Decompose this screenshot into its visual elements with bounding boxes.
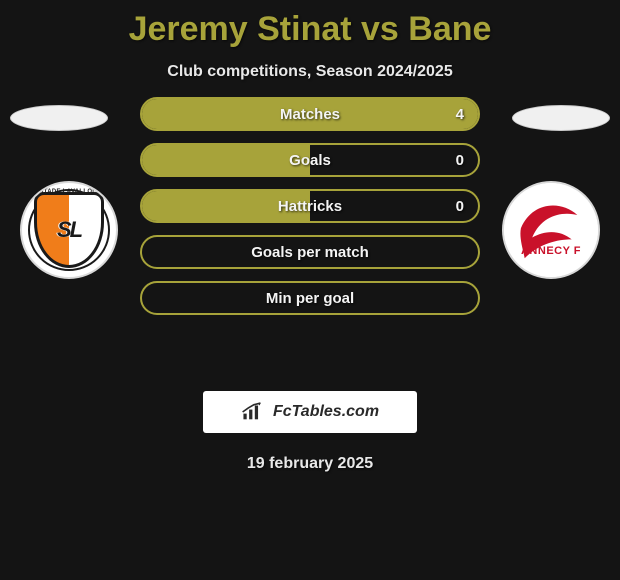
stat-label: Goals [289, 152, 331, 169]
stat-bar: Goals 0 [140, 143, 480, 177]
annecy-crest-icon: ANNECY F [504, 183, 598, 277]
annecy-crest-text: ANNECY F [504, 245, 598, 257]
fctables-badge[interactable]: FcTables.com [203, 391, 417, 433]
comparison-stage: STADE LAVALLOIS SL ANNECY F Matches 4 Goal… [0, 109, 620, 369]
stat-bar: Matches 4 [140, 97, 480, 131]
bar-chart-icon [241, 402, 267, 422]
stade-lavallois-crest-icon: STADE LAVALLOIS SL [22, 183, 116, 277]
stat-label: Min per goal [266, 290, 354, 307]
stat-label: Goals per match [251, 244, 369, 261]
stat-bar: Goals per match [140, 235, 480, 269]
right-club-crest: ANNECY F [502, 181, 600, 279]
stat-value: 4 [456, 106, 464, 123]
fctables-text: FcTables.com [273, 403, 379, 421]
left-flag-ellipse [10, 105, 108, 131]
subtitle: Club competitions, Season 2024/2025 [0, 63, 620, 81]
stat-bar: Min per goal [140, 281, 480, 315]
stat-bars: Matches 4 Goals 0 Hattricks 0 Goals per match M… [140, 97, 480, 315]
stat-bar: Hattricks 0 [140, 189, 480, 223]
stat-label: Matches [280, 106, 340, 123]
stat-bar-fill [142, 145, 310, 175]
date-text: 19 february 2025 [0, 455, 620, 473]
crest-sl-text: SL [57, 217, 81, 243]
stat-label: Hattricks [278, 198, 342, 215]
stat-value: 0 [456, 198, 464, 215]
right-flag-ellipse [512, 105, 610, 131]
stat-value: 0 [456, 152, 464, 169]
left-club-crest: STADE LAVALLOIS SL [20, 181, 118, 279]
page-title: Jeremy Stinat vs Bane [0, 0, 620, 49]
